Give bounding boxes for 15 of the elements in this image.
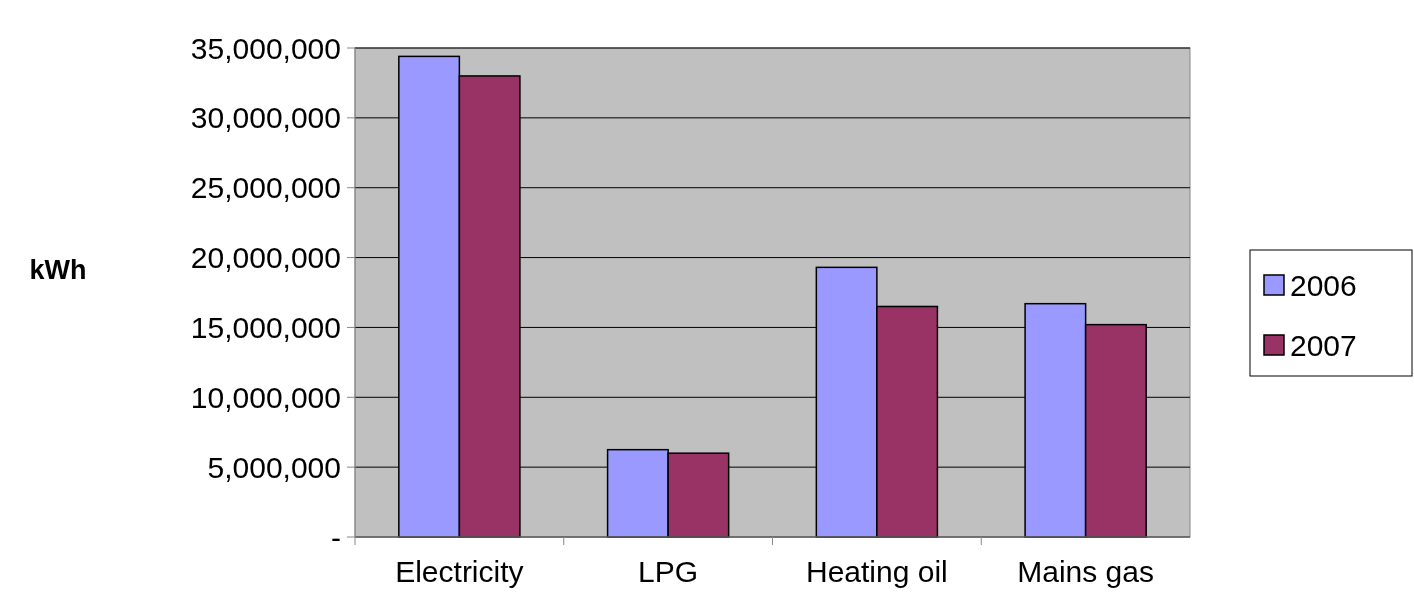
- y-tick-label: 30,000,000: [190, 101, 341, 135]
- x-tick-label: Electricity: [395, 555, 524, 588]
- legend-label: 2007: [1290, 328, 1357, 362]
- y-tick-label: 35,000,000: [190, 31, 341, 65]
- legend-label: 2006: [1290, 268, 1357, 302]
- y-tick-label: 25,000,000: [190, 171, 341, 205]
- y-axis-title: kWh: [29, 255, 87, 286]
- x-tick-label: Heating oil: [805, 555, 948, 588]
- y-tick-label: -: [331, 520, 341, 554]
- x-tick-label: LPG: [638, 555, 699, 588]
- x-tick-label: Mains gas: [1017, 555, 1154, 588]
- y-tick-label: 5,000,000: [207, 450, 341, 484]
- y-tick-label: 15,000,000: [190, 310, 341, 344]
- y-tick-label: 20,000,000: [190, 241, 341, 275]
- y-tick-label: 10,000,000: [190, 380, 341, 414]
